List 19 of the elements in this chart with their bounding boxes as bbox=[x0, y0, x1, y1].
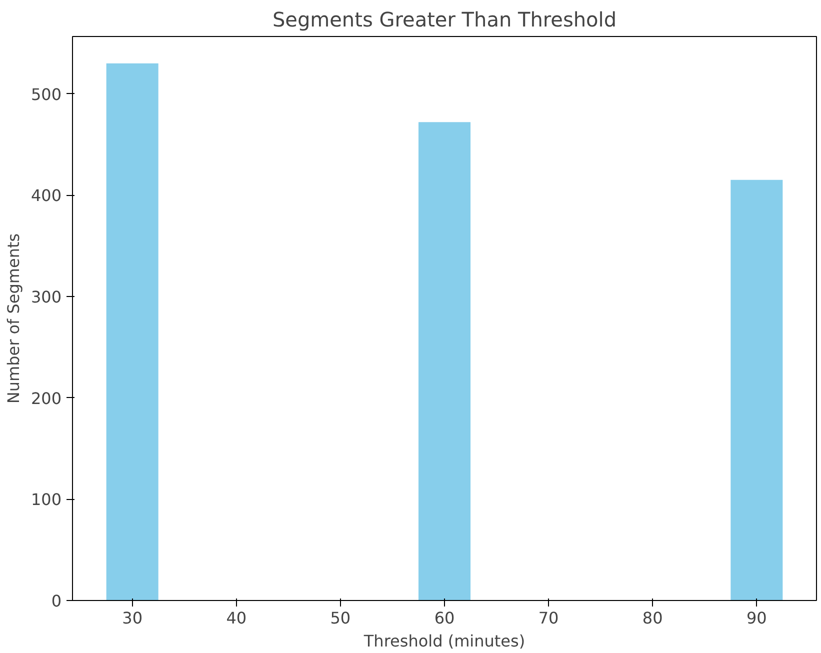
x-tick-label: 50 bbox=[330, 608, 351, 628]
bar bbox=[730, 180, 783, 600]
y-tick-label: 300 bbox=[30, 287, 62, 306]
x-axis-title: Threshold (minutes) bbox=[362, 632, 526, 650]
y-tick-label: 400 bbox=[30, 186, 62, 206]
chart-title: Segments Greater Than Threshold bbox=[272, 8, 617, 32]
bar bbox=[106, 63, 158, 600]
y-tick-label: 200 bbox=[30, 388, 62, 408]
y-tick-label: 500 bbox=[30, 84, 62, 104]
x-tick-label: 30 bbox=[122, 608, 143, 628]
x-tick-label: 40 bbox=[226, 608, 247, 628]
x-tick-label: 60 bbox=[434, 608, 455, 628]
x-tick-label: 70 bbox=[538, 608, 559, 628]
y-tick-label: 100 bbox=[30, 490, 62, 510]
x-tick-label: 90 bbox=[746, 608, 767, 628]
bar bbox=[418, 122, 471, 600]
y-tick-label: 0 bbox=[51, 592, 62, 610]
y-axis-title: Number of Segments bbox=[4, 233, 23, 404]
x-tick-label: 80 bbox=[642, 608, 663, 628]
